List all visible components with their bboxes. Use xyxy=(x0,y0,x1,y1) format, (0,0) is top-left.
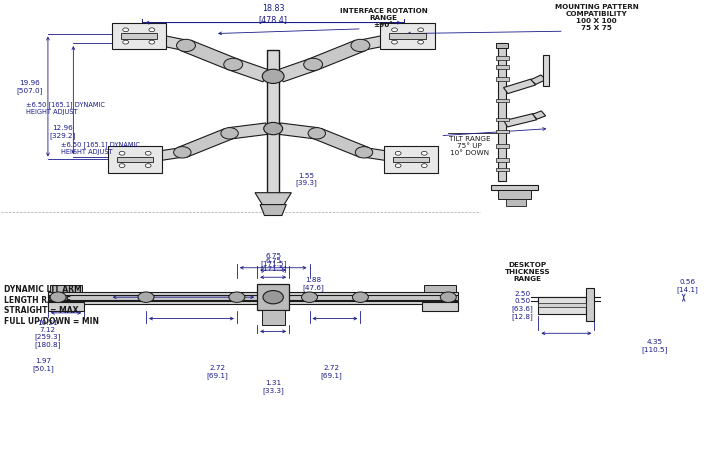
Circle shape xyxy=(392,29,397,33)
Bar xyxy=(389,34,426,40)
Text: 2.72
[69.1]: 2.72 [69.1] xyxy=(320,364,342,378)
Bar xyxy=(48,301,459,305)
Bar xyxy=(496,119,509,122)
Circle shape xyxy=(308,129,325,140)
Polygon shape xyxy=(178,129,234,158)
Circle shape xyxy=(418,41,424,45)
Circle shape xyxy=(395,164,401,168)
Bar xyxy=(499,191,531,199)
Bar xyxy=(496,44,508,49)
Circle shape xyxy=(149,29,155,33)
Circle shape xyxy=(422,164,427,168)
Text: MOUNTING PATTERN
COMPATIBILITY
100 X 100
75 X 75: MOUNTING PATTERN COMPATIBILITY 100 X 100… xyxy=(555,4,638,31)
Circle shape xyxy=(138,292,154,303)
Circle shape xyxy=(176,40,195,52)
Circle shape xyxy=(392,41,397,45)
Polygon shape xyxy=(277,124,318,139)
Bar xyxy=(496,66,509,70)
Bar xyxy=(544,56,550,87)
Circle shape xyxy=(173,147,191,159)
Text: TILT RANGE
75° UP
10° DOWN: TILT RANGE 75° UP 10° DOWN xyxy=(448,136,490,156)
Circle shape xyxy=(223,59,242,71)
Bar xyxy=(48,303,84,311)
Bar xyxy=(424,285,456,292)
Bar xyxy=(585,288,594,321)
Text: 1.97
[50.1]: 1.97 [50.1] xyxy=(32,357,54,371)
Polygon shape xyxy=(312,129,368,158)
Bar xyxy=(506,199,526,207)
Bar xyxy=(496,78,509,82)
Text: 6.75
[171.5]: 6.75 [171.5] xyxy=(260,253,286,267)
Circle shape xyxy=(119,164,125,168)
Circle shape xyxy=(440,292,456,303)
Circle shape xyxy=(304,59,323,71)
Text: DESKTOP
THICKNESS
RANGE: DESKTOP THICKNESS RANGE xyxy=(505,261,550,281)
Circle shape xyxy=(352,292,368,303)
Bar xyxy=(496,145,509,148)
Text: 0.56
[14.1]: 0.56 [14.1] xyxy=(676,279,698,293)
Text: 1.55
[39.3]: 1.55 [39.3] xyxy=(295,172,317,186)
Bar xyxy=(111,24,166,50)
Bar xyxy=(499,44,506,181)
Bar xyxy=(496,57,509,60)
Circle shape xyxy=(123,41,129,45)
Bar xyxy=(48,295,459,300)
Text: 2.50
0.50
[63.6]
[12.8]: 2.50 0.50 [63.6] [12.8] xyxy=(512,290,534,319)
Polygon shape xyxy=(504,80,536,94)
Circle shape xyxy=(351,40,370,52)
Circle shape xyxy=(264,123,282,136)
Bar xyxy=(496,99,509,103)
Circle shape xyxy=(149,41,155,45)
Text: INTERFACE ROTATION
RANGE
±90°: INTERFACE ROTATION RANGE ±90° xyxy=(340,8,427,28)
Bar xyxy=(539,298,585,314)
Polygon shape xyxy=(260,205,286,216)
Text: 12.96
[329.2]: 12.96 [329.2] xyxy=(50,125,76,139)
Bar xyxy=(491,185,539,191)
Text: 4.35
[110.5]: 4.35 [110.5] xyxy=(641,338,668,352)
Circle shape xyxy=(395,152,401,156)
Text: DYNAMIC LIT ARM
LENGTH RANGE
STRAIGHT = MAX
FULL UP/DOWN = MIN: DYNAMIC LIT ARM LENGTH RANGE STRAIGHT = … xyxy=(4,285,99,325)
Polygon shape xyxy=(229,60,272,83)
Polygon shape xyxy=(181,41,238,70)
Bar xyxy=(108,147,162,173)
Polygon shape xyxy=(228,124,269,139)
Circle shape xyxy=(263,291,283,304)
Circle shape xyxy=(123,29,129,33)
Bar xyxy=(121,34,157,40)
Text: 19.96
[507.0]: 19.96 [507.0] xyxy=(17,80,43,93)
Circle shape xyxy=(221,129,238,140)
Text: 6.75
[171.5]: 6.75 [171.5] xyxy=(260,258,286,271)
Circle shape xyxy=(119,152,125,156)
Polygon shape xyxy=(363,149,413,165)
Circle shape xyxy=(355,147,373,159)
Bar xyxy=(261,311,285,325)
Bar xyxy=(117,157,154,163)
Bar xyxy=(267,51,279,193)
Bar xyxy=(496,159,509,162)
Text: 10.21
7.12
[259.3]
[180.8]: 10.21 7.12 [259.3] [180.8] xyxy=(35,319,61,347)
Circle shape xyxy=(146,164,151,168)
Text: ±6.50 [165.1] DYNAMIC
HEIGHT ADJUST: ±6.50 [165.1] DYNAMIC HEIGHT ADJUST xyxy=(61,141,140,155)
Circle shape xyxy=(301,292,317,303)
Bar xyxy=(257,284,289,311)
Circle shape xyxy=(50,292,66,303)
Polygon shape xyxy=(255,193,291,205)
Bar xyxy=(496,130,509,134)
Polygon shape xyxy=(274,60,317,83)
Text: 2.72
[69.1]: 2.72 [69.1] xyxy=(206,364,228,378)
Polygon shape xyxy=(504,114,537,128)
Bar xyxy=(384,147,438,173)
Bar xyxy=(393,157,430,163)
Bar xyxy=(48,292,459,296)
Polygon shape xyxy=(358,32,410,51)
Circle shape xyxy=(422,152,427,156)
Bar xyxy=(380,24,435,50)
Text: 18.83
[478.4]: 18.83 [478.4] xyxy=(258,4,288,24)
Circle shape xyxy=(262,70,284,84)
Polygon shape xyxy=(531,76,546,85)
Polygon shape xyxy=(136,32,189,51)
Bar xyxy=(50,285,82,292)
Text: 1.31
[33.3]: 1.31 [33.3] xyxy=(262,379,284,393)
Text: ±6.50 [165.1] DYNAMIC
HEIGHT ADJUST: ±6.50 [165.1] DYNAMIC HEIGHT ADJUST xyxy=(26,101,105,115)
Polygon shape xyxy=(133,149,184,165)
